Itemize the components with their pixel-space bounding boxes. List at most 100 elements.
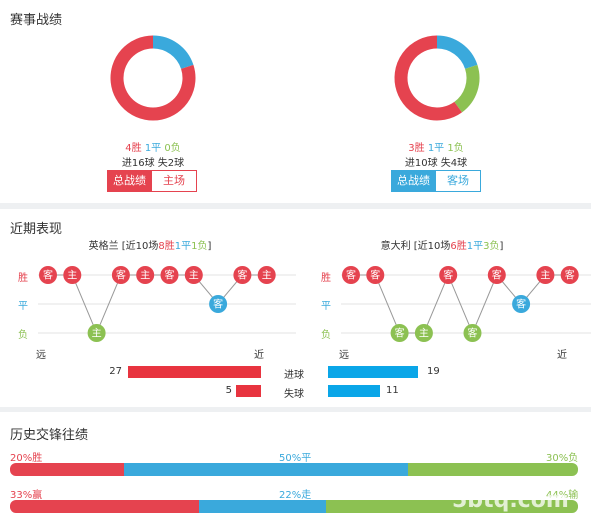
left-team-form-summary: 英格兰 [近10场8胜1平1负] [60,237,240,252]
left-conceded-bar [236,385,261,397]
right-form-dot [414,324,433,342]
right-axis-win: 胜 [321,273,331,284]
left-form-dot [63,266,82,284]
right-axis-loss: 负 [321,330,331,341]
left-goals: 进16球 失2球 [121,158,185,169]
right-form-dot-label: 主 [419,328,429,340]
right-form-line [351,273,570,335]
season-record-title: 赛事战绩 [10,13,63,28]
recent-form-title: 近期表现 [10,222,63,237]
right-form-dot [439,266,458,284]
history-row1-segment-loss [407,463,578,476]
left-form-dot [233,266,252,284]
history-row2-segment-win [10,500,200,513]
right-form-dot [512,295,531,313]
left-losses: 0负 [164,143,181,154]
right-record-donut [394,35,480,121]
scored-label: 进球 [284,370,304,381]
left-form-dot [184,266,203,284]
right-form-dot [536,266,555,284]
left-form-dot-label: 主 [140,270,150,282]
left-form-dot [39,266,57,284]
right-total-tab[interactable]: 总战绩 [391,170,436,192]
left-form-dot-label: 客 [213,298,223,311]
left-form-losses: 1负 [191,241,208,252]
left-form-dot-label: 主 [262,270,272,282]
recent-form-panel: 近期表现 英格兰 [近10场8胜1平1负] 意大利 [近10场6胜1平3负] 胜… [0,209,591,407]
left-form-dot-label: 客 [43,269,53,282]
right-form-chart: 客客客 主客客客客主客 [341,266,591,342]
right-form-dot-label: 客 [443,269,453,282]
left-form-dot [136,266,155,284]
history-panel: 历史交锋往绩 20%胜 50%平 30%负 33%赢 22%走 44%输 5bt… [0,412,591,519]
left-axis-draw: 平 [18,301,28,312]
left-axis-far: 远 [36,350,46,361]
left-scored-bar [128,366,261,378]
right-form-wins: 6胜 [450,241,467,252]
left-axis-win: 胜 [18,273,28,284]
right-form-dot-label: 客 [346,269,356,282]
right-form-dot-label: 客 [516,298,526,311]
history-row1-segment-draw [123,463,408,476]
right-form-dot [342,266,360,284]
history-row1-right: 30%负 [546,453,579,464]
left-scored-value: 27 [109,366,122,377]
right-form-dot-label: 客 [565,269,575,282]
right-team-form-summary: 意大利 [近10场6胜1平3负] [352,237,532,252]
left-form-wins: 8胜 [158,241,175,252]
right-scored-bar [328,366,418,378]
right-losses: 1负 [447,143,464,154]
left-record-donut [110,35,196,121]
right-form-losses: 3负 [483,241,500,252]
right-axis-draw: 平 [321,301,331,312]
left-form-dot [209,295,228,313]
right-team-name: 意大利 [近10场 [380,241,451,252]
right-scored-value: 19 [427,366,440,377]
right-donut-slice-loss [454,64,480,113]
left-form-dot-label: 主 [67,270,77,282]
left-form-dot [111,266,130,284]
right-axis-far: 远 [339,350,349,361]
right-axis-near: 近 [557,350,567,361]
right-wins: 3胜 [408,143,425,154]
right-donut-slice-draw [436,35,478,70]
left-form-dot [160,266,179,284]
left-form-line [48,274,267,335]
watermark-logo: 5btq.com [452,488,569,513]
history-row1-mid: 50%平 [279,453,312,464]
history-row2-bar [10,500,578,513]
history-row1-left: 20%胜 [10,453,43,464]
left-form-dot [87,324,106,342]
left-total-tab[interactable]: 总战绩 [107,170,152,192]
left-form-dot-label: 主 [189,270,199,282]
right-away-tab[interactable]: 客场 [435,170,481,192]
history-row1-bar [10,463,578,476]
right-form-dot-label: 客 [370,269,380,282]
left-form-chart: 客主主客主客主客客主 [38,266,296,342]
history-row2-segment-draw [199,500,326,513]
right-form-dot [366,266,385,284]
right-form-dot [390,324,409,342]
right-form-dot-label: 主 [540,270,550,282]
history-row2-right: 44%输 [546,490,579,501]
right-draws: 1平 [427,143,445,154]
left-form-dot-label: 客 [116,269,126,282]
left-conceded-value: 5 [225,385,232,396]
history-row2-segment-loss [325,500,578,513]
left-form-dot-label: 客 [237,269,247,282]
right-conceded-bar [328,385,381,397]
conceded-label: 失球 [284,389,304,400]
right-goals: 进10球 失4球 [404,158,468,169]
right-form-dot-label: 客 [468,327,478,340]
left-home-tab[interactable]: 主场 [151,170,197,192]
left-form-draws: 1平 [174,241,192,252]
left-wins: 4胜 [125,143,142,154]
right-form-suffix: ] [499,241,504,252]
right-form-dot-label: 客 [492,269,502,282]
right-form-dot-label: 客 [395,327,405,340]
history-row2-mid: 22%走 [279,490,312,501]
right-form-dot [560,266,579,284]
left-donut-slice-draw [152,35,194,70]
right-record-counts: 3胜 1平 1负 [386,139,486,154]
left-form-dot [257,266,276,284]
